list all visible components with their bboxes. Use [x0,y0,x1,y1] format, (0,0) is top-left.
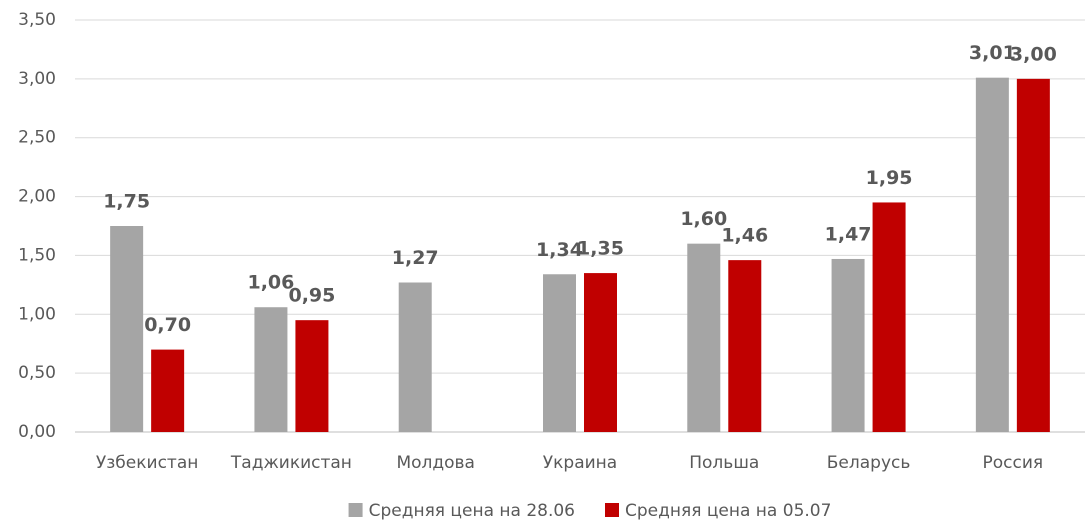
value-label: 3,01 [969,42,1016,64]
bar [831,258,865,432]
x-tick-label: Украина [543,453,617,473]
y-tick-label: 2,50 [18,128,56,148]
value-label: 3,00 [1010,43,1057,65]
y-tick-label: 0,00 [18,422,56,442]
bar [151,349,185,432]
x-tick-label: Россия [983,453,1044,473]
legend-item: Средняя цена на 28.06 [348,501,575,521]
legend-swatch [348,503,363,517]
y-tick-label: 1,50 [18,245,56,265]
legend-item: Средняя цена на 05.07 [605,501,831,521]
bar [543,274,576,432]
y-tick-label: 3,00 [18,69,56,89]
value-label: 1,47 [825,223,872,245]
value-label: 1,46 [721,225,768,247]
x-tick-label: Молдова [396,453,475,473]
bar [872,202,906,432]
value-label: 1,35 [577,238,624,260]
bar [975,77,1009,433]
value-label: 1,60 [680,208,727,230]
bar [295,320,329,432]
value-label: 0,70 [144,314,191,336]
value-label: 1,06 [247,272,294,294]
x-tick-label: Узбекистан [96,453,198,473]
bar [398,282,432,432]
y-tick-label: 1,00 [18,304,56,324]
x-tick-label: Польша [689,453,759,473]
bar [728,260,762,432]
y-tick-label: 2,00 [18,187,56,207]
y-tick-label: 0,50 [18,363,56,383]
y-tick-label: 3,50 [18,10,56,30]
x-tick-label: Таджикистан [230,453,352,473]
legend-swatch [605,503,619,517]
value-label: 1,75 [103,191,150,213]
bar [584,273,617,432]
value-label: 1,95 [866,167,913,189]
bar [687,243,721,432]
value-label: 1,27 [392,247,439,269]
legend-label: Средняя цена на 28.06 [369,501,575,521]
legend-label: Средняя цена на 05.07 [625,501,831,521]
x-tick-label: Беларусь [827,453,911,473]
value-label: 0,95 [288,285,335,307]
bar [110,226,144,432]
value-label: 1,34 [536,239,583,261]
bar [254,307,288,432]
bar [1016,78,1050,432]
